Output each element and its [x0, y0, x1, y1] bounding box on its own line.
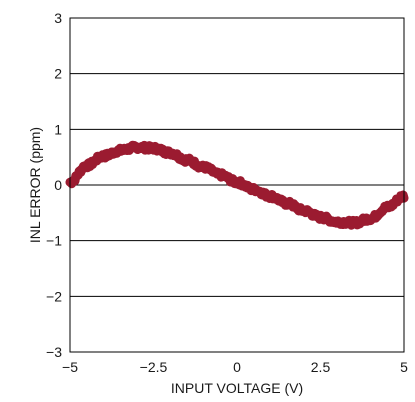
x-tick-label: −2.5: [140, 359, 168, 375]
y-tick-labels: −3 −2 −1 0 1 2 3: [46, 10, 62, 360]
y-tick-label: 3: [54, 10, 62, 26]
y-axis-label: INL ERROR (ppm): [27, 127, 43, 243]
x-tick-label: −5: [62, 359, 78, 375]
series-line-0: [65, 140, 409, 230]
series-layer: [65, 140, 409, 230]
x-tick-label: 0: [233, 359, 241, 375]
x-tick-label: 2.5: [311, 359, 331, 375]
y-tick-label: −1: [46, 233, 62, 249]
plot-frame: [69, 17, 405, 353]
x-axis-label: INPUT VOLTAGE (V): [171, 380, 303, 396]
y-tick-label: 1: [54, 121, 62, 137]
x-tick-label: 5: [400, 359, 408, 375]
y-tick-label: 0: [54, 177, 62, 193]
x-tick-labels: −5 −2.5 0 2.5 5: [62, 359, 408, 375]
y-tick-label: −3: [46, 344, 62, 360]
y-tick-label: −2: [46, 288, 62, 304]
y-tick-label: 2: [54, 66, 62, 82]
